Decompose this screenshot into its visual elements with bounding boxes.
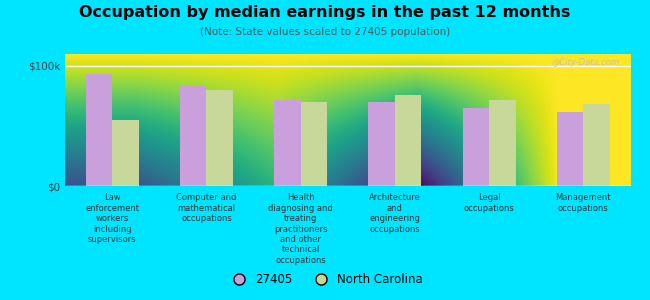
Text: Legal
occupations: Legal occupations [463,194,515,213]
Bar [207,90,233,186]
Text: Architecture
and
engineering
occupations: Architecture and engineering occupations [369,194,421,234]
Text: Occupation by median earnings in the past 12 months: Occupation by median earnings in the pas… [79,4,571,20]
Text: Management
occupations: Management occupations [556,194,611,213]
Bar [274,100,300,186]
Text: Law
enforcement
workers
including
supervisors: Law enforcement workers including superv… [85,194,139,244]
Bar [300,102,327,186]
Text: Health
diagnosing and
treating
practitioners
and other
technical
occupations: Health diagnosing and treating practitio… [268,194,333,265]
Bar [395,95,421,186]
Text: (Note: State values scaled to 27405 population): (Note: State values scaled to 27405 popu… [200,27,450,37]
Bar [112,120,138,186]
Bar [584,104,610,186]
Bar [463,108,489,186]
Bar [489,100,515,186]
Text: Computer and
mathematical
occupations: Computer and mathematical occupations [176,194,237,223]
Bar [180,86,207,186]
Bar [86,74,112,186]
Text: @City-Data.com: @City-Data.com [551,58,619,67]
Bar [557,112,584,186]
Legend: 27405, North Carolina: 27405, North Carolina [223,269,427,291]
Bar [369,102,395,186]
